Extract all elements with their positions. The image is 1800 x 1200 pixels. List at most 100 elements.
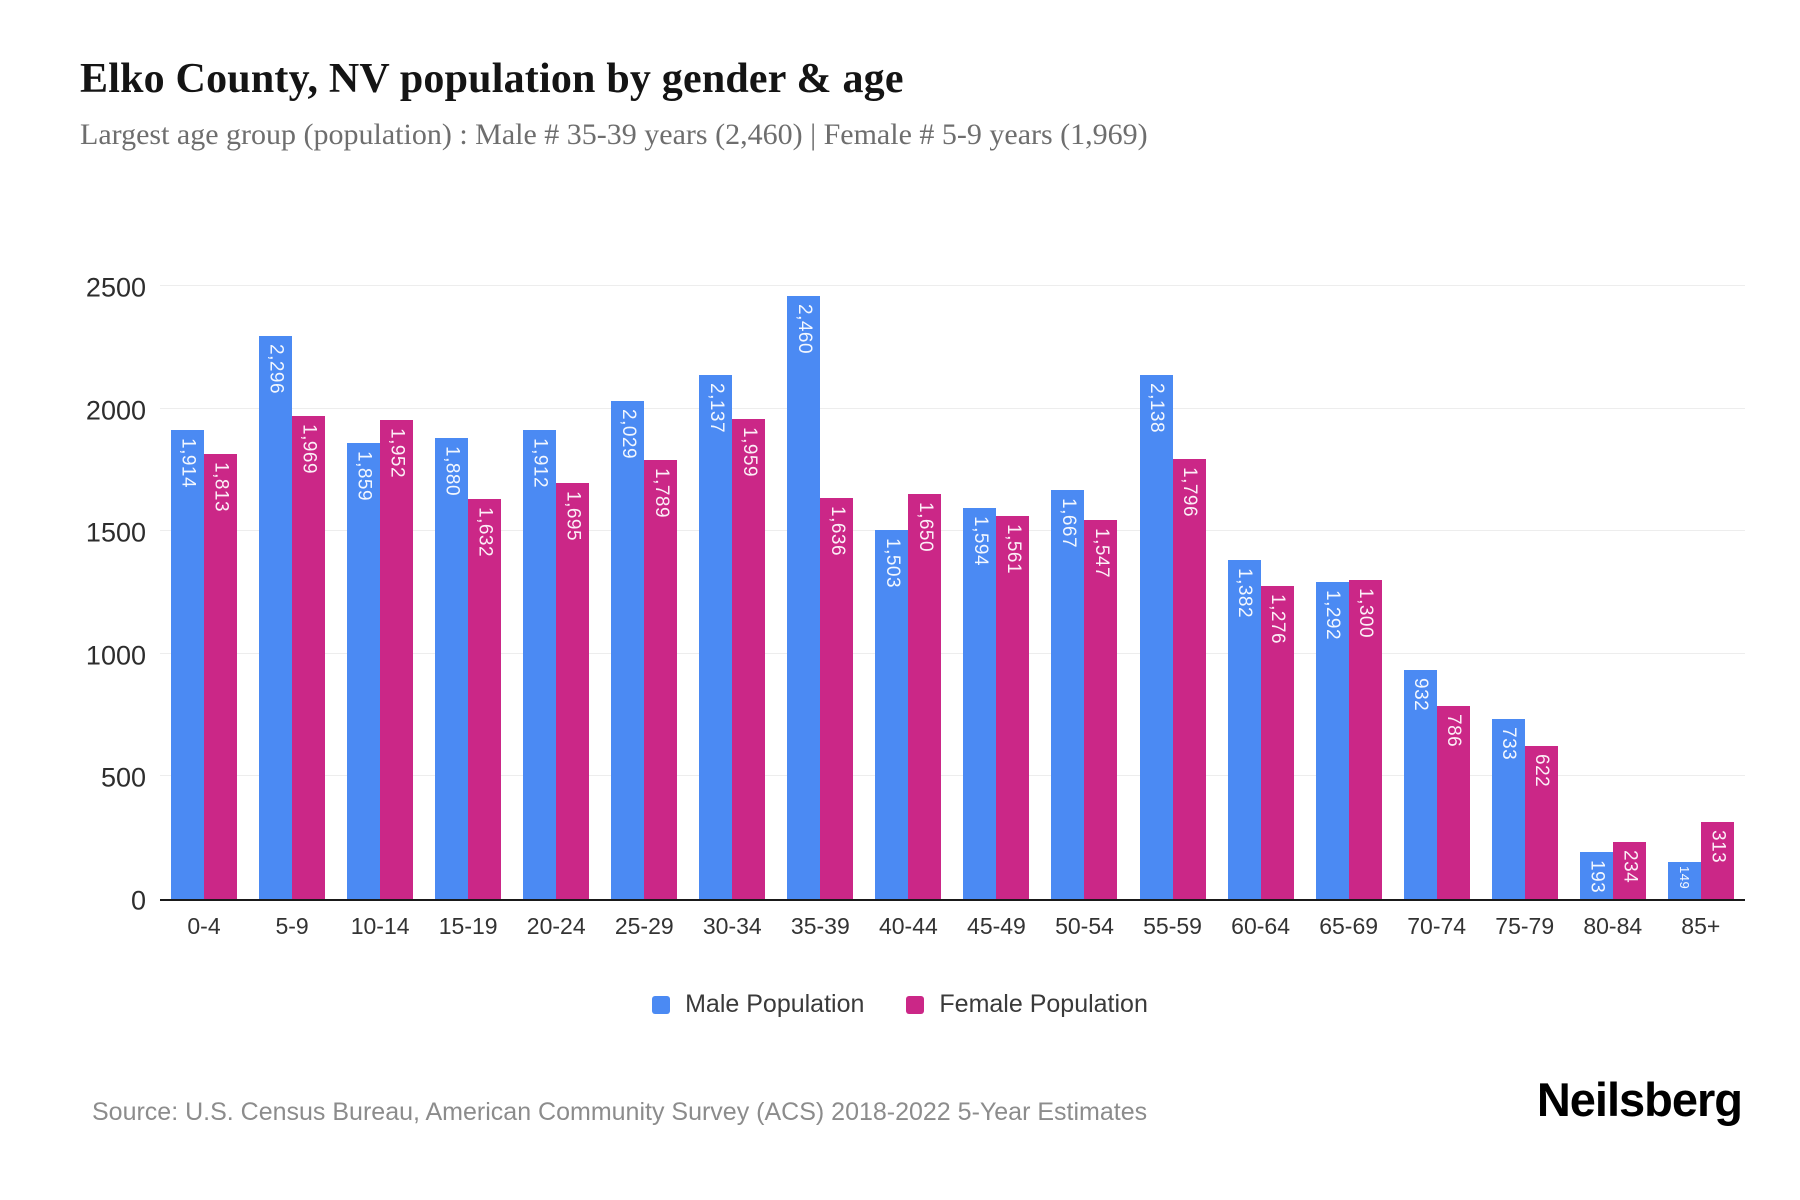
bar-value-label: 1,813 <box>210 462 232 513</box>
female-legend-swatch-icon <box>906 995 925 1014</box>
bar-value-label: 1,695 <box>562 491 584 542</box>
female-bar-55-59[interactable]: 1,796 <box>1172 459 1206 899</box>
x-tick-label-45-49: 45-49 <box>967 913 1026 939</box>
x-tick-label-10-14: 10-14 <box>350 913 410 939</box>
male-bar-20-24[interactable]: 1,912 <box>523 430 557 899</box>
male-bar-35-39[interactable]: 2,460 <box>787 296 821 899</box>
male-bar-10-14[interactable]: 1,859 <box>347 443 381 899</box>
y-tick-label-1000: 1000 <box>85 640 146 671</box>
x-tick-label-5-9: 5-9 <box>275 913 309 939</box>
bar-group-20-24: 1,912 1,695 20-24 <box>523 288 590 939</box>
x-tick-label-65-69: 65-69 <box>1319 913 1379 939</box>
male-bar-85+[interactable]: 149 <box>1667 862 1701 899</box>
x-tick-label-80-84: 80-84 <box>1583 913 1643 939</box>
legend-item-female[interactable]: Female Population <box>906 990 1148 1019</box>
bars-row: 1,914 1,813 0-4 2,296 1,969 5-9 1,859 1,952 10-1… <box>160 288 1745 939</box>
male-bar-40-44[interactable]: 1,503 <box>875 530 909 899</box>
bar-value-label: 1,636 <box>826 506 848 557</box>
x-tick-label-30-34: 30-34 <box>702 913 762 939</box>
x-tick-label-40-44: 40-44 <box>878 913 938 939</box>
female-bar-45-49[interactable]: 1,561 <box>996 516 1030 899</box>
bar-group-50-54: 1,667 1,547 50-54 <box>1051 288 1118 939</box>
female-bar-0-4[interactable]: 1,813 <box>204 454 238 899</box>
legend-label-male: Male Population <box>685 990 865 1018</box>
bar-value-label: 1,914 <box>177 438 199 489</box>
female-bar-65-69[interactable]: 1,300 <box>1348 580 1382 899</box>
bar-value-label: 2,029 <box>617 409 639 460</box>
bar-value-label: 622 <box>1531 754 1553 788</box>
female-bar-10-14[interactable]: 1,952 <box>380 420 414 899</box>
bar-value-label: 1,276 <box>1267 594 1289 645</box>
x-tick-label-50-54: 50-54 <box>1055 913 1114 939</box>
legend-label-female: Female Population <box>939 990 1148 1018</box>
female-bar-15-19[interactable]: 1,632 <box>468 499 502 899</box>
bar-value-label: 1,796 <box>1179 467 1201 518</box>
female-bar-25-29[interactable]: 1,789 <box>644 460 678 899</box>
male-bar-65-69[interactable]: 1,292 <box>1315 582 1349 899</box>
male-bar-5-9[interactable]: 2,296 <box>259 336 293 899</box>
male-bar-75-79[interactable]: 733 <box>1491 719 1525 899</box>
x-tick-label-55-59: 55-59 <box>1143 913 1202 939</box>
x-tick-label-75-79: 75-79 <box>1495 913 1555 939</box>
gridline-500 <box>160 775 1745 777</box>
y-tick-label-0: 0 <box>130 885 146 916</box>
female-bar-60-64[interactable]: 1,276 <box>1260 586 1294 899</box>
male-bar-55-59[interactable]: 2,138 <box>1139 375 1173 899</box>
legend-item-male[interactable]: Male Population <box>652 990 864 1019</box>
male-bar-30-34[interactable]: 2,137 <box>699 375 733 899</box>
male-bar-60-64[interactable]: 1,382 <box>1227 560 1261 899</box>
male-legend-swatch-icon <box>652 995 671 1014</box>
bar-value-label: 1,667 <box>1057 498 1079 549</box>
bar-value-label: 1,650 <box>914 502 936 553</box>
bar-group-60-64: 1,382 1,276 60-64 <box>1227 288 1294 939</box>
bar-group-15-19: 1,880 1,632 15-19 <box>435 288 502 939</box>
legend: Male Population Female Population <box>0 990 1800 1019</box>
male-bar-25-29[interactable]: 2,029 <box>611 401 645 899</box>
male-bar-45-49[interactable]: 1,594 <box>963 508 997 899</box>
male-bar-15-19[interactable]: 1,880 <box>435 438 469 899</box>
bar-value-label: 1,912 <box>529 438 551 489</box>
bar-group-10-14: 1,859 1,952 10-14 <box>347 288 414 939</box>
bar-value-label: 1,789 <box>650 468 672 519</box>
female-bar-35-39[interactable]: 1,636 <box>820 498 854 899</box>
bar-value-label: 1,300 <box>1355 588 1377 639</box>
female-bar-5-9[interactable]: 1,969 <box>292 416 326 899</box>
male-bar-0-4[interactable]: 1,914 <box>171 430 205 899</box>
bar-group-85+: 149 313 85+ <box>1667 288 1734 939</box>
bar-value-label: 193 <box>1586 860 1608 894</box>
bar-group-25-29: 2,029 1,789 25-29 <box>611 288 678 939</box>
female-bar-30-34[interactable]: 1,959 <box>732 419 766 899</box>
bar-group-70-74: 932 786 70-74 <box>1403 288 1470 939</box>
bar-value-label: 313 <box>1707 830 1729 864</box>
chart-subtitle: Largest age group (population) : Male # … <box>80 118 1148 151</box>
x-tick-label-20-24: 20-24 <box>526 913 586 939</box>
bar-value-label: 1,952 <box>386 428 408 479</box>
male-bar-70-74[interactable]: 932 <box>1403 670 1437 899</box>
male-bar-50-54[interactable]: 1,667 <box>1051 490 1085 899</box>
chart-title: Elko County, NV population by gender & a… <box>80 56 904 102</box>
female-bar-75-79[interactable]: 622 <box>1524 746 1558 899</box>
bar-value-label: 1,594 <box>969 516 991 567</box>
bar-group-45-49: 1,594 1,561 45-49 <box>963 288 1030 939</box>
x-tick-label-70-74: 70-74 <box>1407 913 1467 939</box>
y-tick-label-500: 500 <box>100 762 146 793</box>
female-bar-80-84[interactable]: 234 <box>1612 842 1646 899</box>
male-bar-80-84[interactable]: 193 <box>1579 852 1613 899</box>
bar-group-30-34: 2,137 1,959 30-34 <box>699 288 766 939</box>
bar-group-75-79: 733 622 75-79 <box>1491 288 1558 939</box>
bar-value-label: 1,969 <box>298 424 320 475</box>
female-bar-50-54[interactable]: 1,547 <box>1084 520 1118 899</box>
bar-value-label: 733 <box>1498 727 1520 761</box>
female-bar-20-24[interactable]: 1,695 <box>556 483 590 899</box>
gridline-2500 <box>160 285 1745 286</box>
female-bar-85+[interactable]: 313 <box>1700 822 1734 899</box>
female-bar-70-74[interactable]: 786 <box>1436 706 1470 899</box>
x-tick-label-85+: 85+ <box>1681 913 1721 939</box>
bar-group-80-84: 193 234 80-84 <box>1579 288 1646 939</box>
female-bar-40-44[interactable]: 1,650 <box>908 494 942 899</box>
source-text: Source: U.S. Census Bureau, American Com… <box>92 1098 1148 1126</box>
bar-value-label: 2,460 <box>793 304 815 355</box>
brand-logo: Neilsberg <box>1536 1073 1743 1126</box>
bar-group-65-69: 1,292 1,300 65-69 <box>1315 288 1382 939</box>
